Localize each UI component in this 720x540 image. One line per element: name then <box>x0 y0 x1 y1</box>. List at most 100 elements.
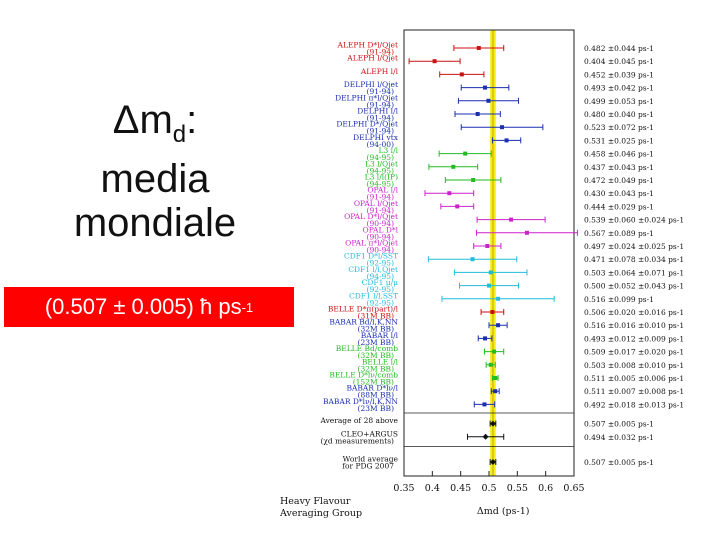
measurement-sublabel: (94-95) <box>367 166 395 175</box>
measurement-label: DELPHI l/Qjet <box>344 80 398 89</box>
measurement-result: 0.567 ±0.089 ps-1 <box>584 229 654 238</box>
measurement-row: L3 l/l(94-95) 0.458 ±0.046 ps-1 <box>367 146 654 162</box>
measurement-result: 0.509 ±0.017 ±0.020 ps-1 <box>584 348 684 357</box>
data-point <box>489 459 496 465</box>
measurement-label: Average of 28 above <box>319 416 398 425</box>
measurement-row: DELPHI D*/Qjet(91-94) 0.523 ±0.072 ps-1 <box>336 120 654 136</box>
measurement-label: BABAR D*lν/l,K,NN <box>323 397 398 406</box>
measurement-label: BELLE l/l <box>362 357 399 366</box>
measurement-sublabel: (91-94) <box>367 48 395 57</box>
measurement-sublabel: (94-95) <box>367 180 395 189</box>
measurement-label: BELLE D*lν/comb <box>329 371 398 380</box>
measurement-row: BELLE D*lν/comb(152M BB) 0.511 ±0.005 ±0.… <box>329 371 684 387</box>
data-point <box>447 191 452 196</box>
data-point <box>493 376 498 380</box>
measurement-result: 0.503 ±0.008 ±0.010 ps-1 <box>584 361 684 370</box>
measurement-sublabel: (94-95) <box>367 272 395 281</box>
measurement-row: OPAL π*l/Qjet(90-94) 0.497 ±0.024 ±0.025 … <box>345 239 684 255</box>
measurement-sublabel: (91-94) <box>367 100 395 109</box>
measurement-label: CDF1 l/l,Qjet <box>348 265 398 274</box>
data-point <box>451 164 456 169</box>
measurement-sublabel: (90-94) <box>367 219 395 228</box>
measurement-result: 0.516 ±0.099 ps-1 <box>584 295 654 304</box>
measurement-row: OPAL D*l/Qjet(90-94) 0.539 ±0.060 ±0.024 … <box>344 212 684 228</box>
data-point <box>509 217 514 222</box>
measurement-sublabel: (23M BB) <box>358 404 395 413</box>
measurement-label: CDF1 D*l/SST <box>344 252 398 261</box>
data-point <box>470 257 475 262</box>
measurement-result: 0.506 ±0.020 ±0.016 ps-1 <box>584 308 684 317</box>
measurement-row: CDF1 l/l,Qjet(94-95) 0.503 ±0.064 ±0.071 … <box>348 265 684 281</box>
x-tick-label: 0.65 <box>563 483 584 494</box>
world-average-box: (0.507 ± 0.005) ħ ps -1 <box>4 287 294 327</box>
measurement-result: 0.494 ±0.032 ps-1 <box>584 433 654 442</box>
measurement-label: L3 l/l(IP) <box>365 173 398 182</box>
data-point <box>482 433 489 440</box>
measurement-sublabel: (94-00) <box>367 140 395 149</box>
x-tick-label: 0.45 <box>450 483 471 494</box>
measurement-result: 0.430 ±0.043 ps-1 <box>584 189 654 198</box>
data-point <box>486 98 491 103</box>
measurement-sublabel: (91-94) <box>367 206 395 215</box>
x-tick-label: 0.55 <box>507 483 528 494</box>
measurement-result: 0.523 ±0.072 ps-1 <box>584 123 654 132</box>
data-point <box>475 112 480 116</box>
measurement-result: 0.497 ±0.024 ±0.025 ps-1 <box>584 242 684 251</box>
measurement-result: 0.531 ±0.025 ps-1 <box>584 136 654 145</box>
measurement-row: DELPHI l/Qjet(91-94) 0.493 ±0.042 ps-1 <box>344 80 654 96</box>
measurement-sublabel: (152M BB) <box>353 378 394 387</box>
x-axis-title: Δmd (ps-1) <box>477 506 530 517</box>
measurement-row: DELPHI l/l(91-94) 0.480 ±0.040 ps-1 <box>357 107 654 123</box>
x-tick-label: 0.4 <box>425 483 440 494</box>
measurement-label: ALEPH l/l <box>360 67 399 76</box>
title-line-2: media <box>100 157 210 201</box>
data-point <box>432 59 437 64</box>
measurement-result: 0.516 ±0.016 ±0.010 ps-1 <box>584 321 684 330</box>
measurement-row: OPAL l/l(91-94) 0.430 ±0.043 ps-1 <box>367 186 654 202</box>
x-tick-label: 0.35 <box>393 483 414 494</box>
measurement-result: 0.511 ±0.007 ±0.008 ps-1 <box>584 387 684 396</box>
measurement-label: ALEPH l/Qjet <box>346 54 398 63</box>
data-point <box>459 72 464 77</box>
measurement-result: 0.471 ±0.078 ±0.034 ps-1 <box>584 255 684 264</box>
measurement-sublabel: (92-95) <box>367 285 395 294</box>
measurement-result: 0.493 ±0.042 ps-1 <box>584 84 654 93</box>
measurement-sublabel: (90-94) <box>367 232 395 241</box>
data-point <box>463 151 468 156</box>
measurement-label: DELPHI l/l <box>357 107 398 116</box>
plot-frame <box>403 29 575 477</box>
measurement-result: 0.482 ±0.044 ps-1 <box>584 44 654 53</box>
data-point <box>455 204 460 209</box>
slide-title: Δmd: media mondiale <box>20 98 290 245</box>
world-average-exponent: -1 <box>241 299 254 315</box>
measurement-row: L3 l/l(IP)(94-95) 0.472 ±0.049 ps-1 <box>365 173 654 189</box>
measurement-label: OPAL π*l/Qjet <box>345 239 398 248</box>
measurement-label: OPAL l/Qjet <box>354 199 398 208</box>
measurement-row: BELLE D*π(part)/l(31M BB) 0.506 ±0.020 ±0… <box>328 305 684 321</box>
data-point <box>496 323 501 328</box>
measurement-result: 0.503 ±0.064 ±0.071 ps-1 <box>584 268 684 277</box>
title-line-1: Δmd: <box>112 98 198 148</box>
measurement-row: BABAR D*lν/l(88M BB) 0.511 ±0.007 ±0.008 … <box>346 384 684 400</box>
measurement-row: DELPHI vtx(94-00) 0.531 ±0.025 ps-1 <box>353 133 654 149</box>
measurement-label: L3 l/l <box>379 146 399 155</box>
footer-text: Averaging Group <box>279 508 362 519</box>
data-point <box>488 270 493 275</box>
measurement-result: 0.472 ±0.049 ps-1 <box>584 176 654 185</box>
measurement-label: ALEPH D*l/Qjet <box>337 41 398 50</box>
measurement-result: 0.499 ±0.053 ps-1 <box>584 97 654 106</box>
title-line-3: mondiale <box>73 201 237 245</box>
data-point <box>476 46 481 50</box>
measurement-row: CDF1 μ/μ(92-95) 0.500 ±0.052 ±0.043 ps-1 <box>362 278 684 294</box>
measurement-label: OPAL D*l <box>363 225 399 234</box>
measurement-sublabel: (32M BB) <box>358 325 395 334</box>
measurement-sublabel: (88M BB) <box>358 391 395 400</box>
measurement-label: BABAR D*lν/l <box>346 384 398 393</box>
measurement-label: World average <box>343 455 399 464</box>
measurement-row: BELLE Bd/comb(32M BB) 0.509 ±0.017 ±0.020… <box>336 344 684 360</box>
measurement-label: CLEO+ARGUS <box>341 429 398 438</box>
measurement-row: OPAL D*l(90-94) 0.567 ±0.089 ps-1 <box>363 225 654 241</box>
data-point <box>488 362 493 367</box>
